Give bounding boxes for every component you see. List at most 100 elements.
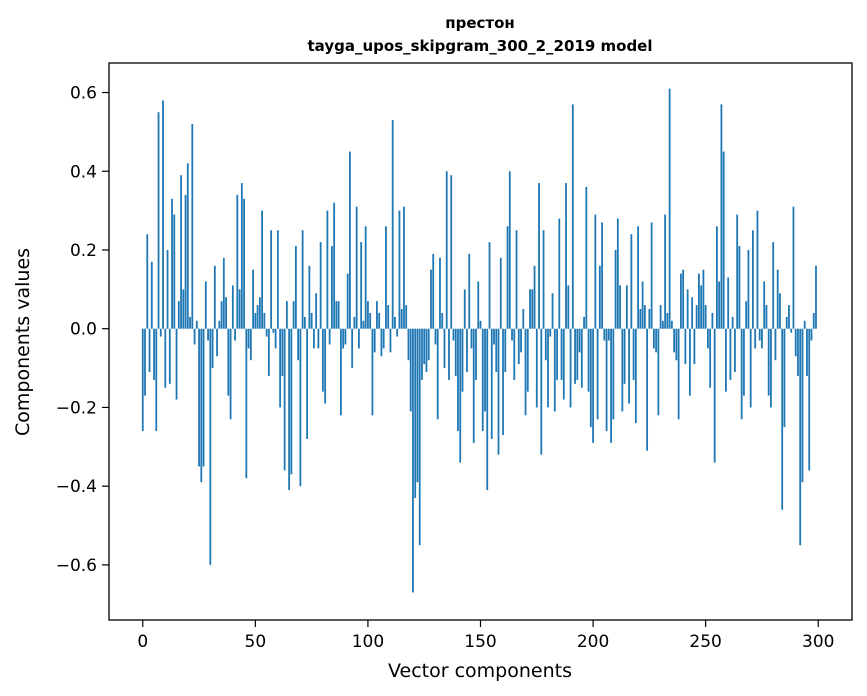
bar-183 bbox=[553, 328, 556, 412]
bar-117 bbox=[405, 305, 408, 329]
bar-133 bbox=[441, 312, 444, 329]
bar-159 bbox=[499, 257, 502, 329]
y-tick-label: 0.4 bbox=[70, 162, 97, 182]
bar-290 bbox=[794, 328, 797, 357]
bar-185 bbox=[558, 218, 561, 329]
bar-48 bbox=[249, 328, 252, 361]
bar-24 bbox=[195, 320, 198, 329]
bar-233 bbox=[666, 312, 669, 329]
bar-120 bbox=[412, 328, 414, 593]
bar-106 bbox=[380, 328, 383, 357]
bar-62 bbox=[281, 328, 284, 376]
bar-142 bbox=[461, 328, 464, 392]
bar-26 bbox=[200, 328, 203, 483]
bar-10 bbox=[164, 328, 167, 388]
bar-118 bbox=[407, 328, 410, 361]
bar-129 bbox=[432, 253, 435, 329]
bar-255 bbox=[716, 226, 718, 329]
bar-20 bbox=[186, 163, 189, 329]
bar-148 bbox=[475, 328, 477, 380]
bar-188 bbox=[565, 183, 567, 329]
bar-231 bbox=[661, 320, 664, 329]
bar-3 bbox=[148, 328, 151, 373]
bar-15 bbox=[175, 328, 178, 400]
bar-267 bbox=[743, 328, 745, 396]
bar-91 bbox=[346, 273, 349, 329]
bar-125 bbox=[423, 328, 426, 365]
bar-55 bbox=[265, 328, 268, 337]
bar-204 bbox=[601, 222, 603, 329]
bar-222 bbox=[641, 281, 644, 329]
bar-72 bbox=[303, 316, 306, 329]
bar-164 bbox=[511, 328, 513, 341]
bar-177 bbox=[540, 328, 543, 455]
bar-278 bbox=[767, 328, 770, 396]
bar-181 bbox=[549, 328, 552, 337]
bar-203 bbox=[598, 265, 601, 329]
bar-75 bbox=[310, 312, 313, 329]
bar-45 bbox=[243, 198, 245, 329]
bar-271 bbox=[752, 230, 754, 329]
bar-64 bbox=[285, 301, 288, 329]
bar-101 bbox=[369, 312, 372, 329]
bar-240 bbox=[682, 269, 685, 329]
bar-288 bbox=[790, 328, 793, 333]
bar-270 bbox=[749, 328, 752, 408]
bar-219 bbox=[634, 328, 637, 424]
bar-54 bbox=[263, 312, 266, 329]
y-tick-label: 0.6 bbox=[70, 84, 97, 104]
bar-283 bbox=[779, 293, 781, 329]
bar-7 bbox=[157, 112, 160, 329]
bar-82 bbox=[326, 210, 329, 329]
bar-94 bbox=[353, 316, 356, 329]
bar-63 bbox=[283, 328, 286, 471]
bar-18 bbox=[182, 289, 185, 329]
bar-99 bbox=[364, 226, 367, 329]
bar-260 bbox=[727, 277, 730, 329]
bar-211 bbox=[616, 218, 619, 329]
bar-146 bbox=[470, 328, 473, 349]
y-ticks-group: −0.6 −0.4 −0.2 0.0 0.2 0.4 0.6 bbox=[56, 84, 109, 576]
bar-31 bbox=[211, 328, 214, 369]
bar-92 bbox=[349, 151, 351, 329]
bar-57 bbox=[270, 230, 273, 329]
bar-281 bbox=[774, 328, 777, 361]
bar-201 bbox=[594, 214, 597, 329]
bar-23 bbox=[193, 328, 196, 345]
bar-284 bbox=[781, 328, 784, 510]
bar-90 bbox=[344, 328, 347, 345]
bar-76 bbox=[312, 328, 315, 349]
bar-213 bbox=[621, 328, 624, 412]
bar-226 bbox=[650, 222, 653, 329]
bar-257 bbox=[720, 104, 723, 329]
bar-144 bbox=[466, 328, 468, 373]
bar-35 bbox=[220, 301, 223, 329]
bar-53 bbox=[261, 210, 263, 329]
bar-103 bbox=[373, 328, 376, 353]
bar-77 bbox=[315, 293, 318, 329]
bar-154 bbox=[488, 242, 491, 329]
bar-173 bbox=[531, 289, 534, 329]
bar-249 bbox=[702, 269, 705, 329]
bar-22 bbox=[191, 124, 194, 329]
x-tick-label: 150 bbox=[464, 632, 496, 652]
bar-285 bbox=[783, 328, 786, 428]
bar-253 bbox=[711, 312, 714, 329]
bar-145 bbox=[468, 253, 471, 329]
bar-60 bbox=[276, 230, 279, 329]
bar-141 bbox=[459, 328, 462, 463]
bar-170 bbox=[524, 328, 527, 416]
bar-258 bbox=[722, 151, 725, 329]
bar-89 bbox=[342, 328, 345, 349]
bar-218 bbox=[632, 328, 635, 380]
bar-269 bbox=[747, 249, 750, 329]
bar-274 bbox=[758, 328, 761, 341]
bar-165 bbox=[513, 328, 516, 380]
bar-224 bbox=[646, 328, 649, 451]
bar-239 bbox=[679, 273, 682, 329]
bar-153 bbox=[486, 328, 489, 491]
bar-79 bbox=[319, 242, 322, 329]
bar-242 bbox=[686, 289, 689, 329]
bar-67 bbox=[292, 301, 295, 329]
bar-172 bbox=[529, 289, 531, 329]
